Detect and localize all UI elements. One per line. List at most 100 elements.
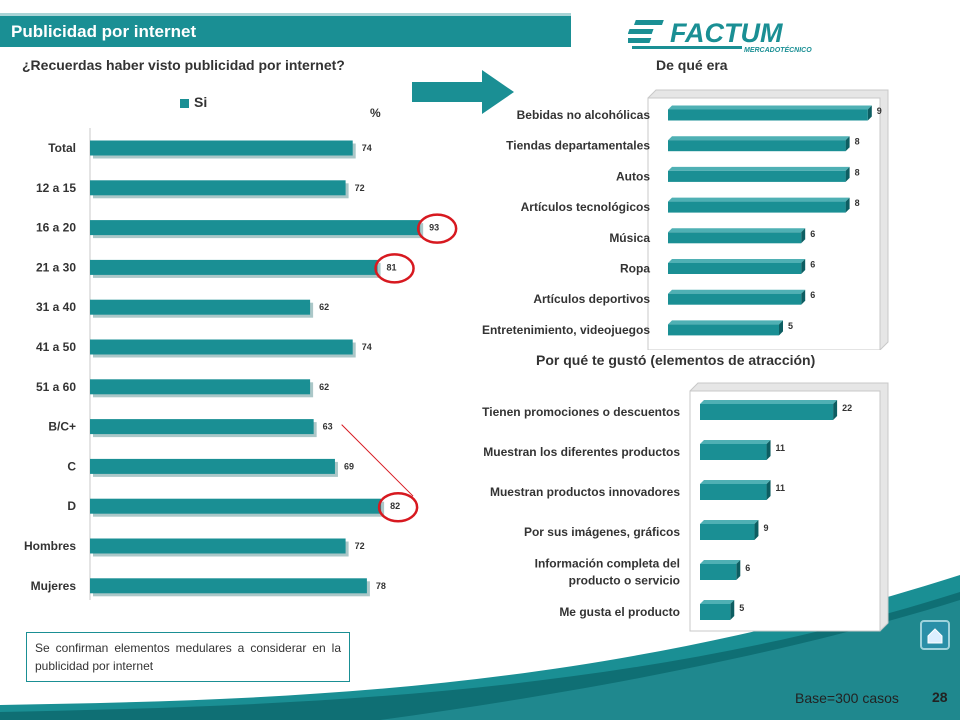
chart3-bar-top [700, 400, 838, 404]
chart3-category-label: producto o servicio [569, 574, 680, 588]
chart1-bar [90, 578, 367, 594]
highlight-circle [416, 213, 458, 244]
highlight-circle [374, 253, 415, 284]
chart2-category-label: Ropa [620, 262, 650, 276]
logo-text: FACTUM [670, 18, 783, 48]
chart2-bar [668, 232, 802, 244]
chart1-value-label: 62 [319, 382, 329, 392]
chart3-value-label: 11 [776, 483, 786, 493]
title-bar [0, 16, 571, 47]
chart1-value-label: 74 [362, 143, 372, 153]
chart3-bar-side [736, 560, 741, 580]
chart2-category-label: Artículos deportivos [533, 292, 650, 306]
chart2-question: De qué era [656, 57, 728, 73]
chart1-bar [90, 458, 335, 474]
chart1-bar [90, 140, 353, 156]
chart2-category-label: Artículos tecnológicos [521, 200, 651, 214]
chart1-category-label: C [67, 459, 76, 473]
chart3-category-label: Me gusta el producto [559, 605, 680, 619]
chart3-value-label: 6 [745, 563, 750, 573]
chart2-value-label: 8 [855, 137, 860, 147]
highlight-circle [377, 491, 419, 523]
chart2-value-label: 9 [877, 106, 882, 116]
chart3-bar-side [766, 440, 771, 460]
chart3-bar-side [754, 520, 759, 540]
chart1-category-label: 12 a 15 [36, 181, 76, 195]
chart2-bar [668, 140, 846, 152]
chart1-bar [90, 379, 311, 395]
home-icon [927, 628, 943, 644]
chart3-bar-side [833, 400, 838, 420]
chart3-bar-top [700, 520, 759, 524]
chart2-bar-side [801, 289, 806, 305]
home-button[interactable] [920, 620, 950, 650]
chart3-bar [700, 444, 767, 460]
chart1-category-label: 16 a 20 [36, 221, 76, 235]
chart1-category-label: 21 a 30 [36, 260, 76, 274]
chart1-unit: % [370, 106, 381, 120]
chart2-value-label: 6 [810, 260, 815, 270]
factum-logo: FACTUM MERCADOTÉCNICO [628, 18, 812, 54]
chart3-bar [700, 524, 755, 540]
chart2-bar [668, 201, 846, 213]
chart1-bar [90, 339, 353, 355]
chart1-value-label: 69 [344, 461, 354, 471]
chart3-bar [700, 484, 767, 500]
chart2-bar-top [668, 259, 806, 263]
chart2-bar-side [845, 136, 850, 152]
chart2-category-label: Autos [616, 169, 650, 183]
arrow-icon [412, 70, 514, 114]
chart3-value-label: 11 [776, 443, 786, 453]
chart2-bar-top [668, 289, 806, 294]
chart3-bar [700, 564, 737, 580]
chart1-value-label: 72 [355, 183, 365, 193]
chart3-bar-top [700, 600, 735, 604]
chart1-bar [90, 220, 421, 236]
chart2-category-label: Tiendas departamentales [506, 139, 650, 153]
chart2-bar-top [668, 228, 806, 233]
chart1-bar [90, 538, 346, 554]
page-number: 28 [932, 689, 948, 705]
chart2-value-label: 6 [810, 229, 815, 239]
connector-line [341, 424, 414, 497]
chart1-category-label: D [67, 499, 76, 513]
page-title: Publicidad por internet [11, 22, 197, 41]
chart1-value-label: 62 [319, 302, 329, 312]
chart2-bar-side [779, 320, 783, 336]
chart2-value-label: 8 [855, 167, 860, 177]
chart1-bar [90, 299, 311, 315]
chart1-bar [90, 180, 346, 196]
chart2-value-label: 8 [855, 198, 860, 208]
legend-label: Si [194, 94, 208, 110]
chart1-value-label: 72 [355, 541, 365, 551]
chart3-category-label: Muestran los diferentes productos [483, 445, 680, 459]
chart2-bar [668, 170, 846, 182]
chart2-category-label: Entretenimiento, videojuegos [482, 323, 650, 337]
chart1-value-label: 63 [323, 422, 333, 432]
chart1-category-label: 51 a 60 [36, 380, 76, 394]
chart2-bar-side [867, 105, 872, 121]
chart2-bar [668, 263, 802, 274]
chart2-category-label: Bebidas no alcohólicas [517, 108, 651, 122]
chart1-bar [90, 498, 382, 514]
chart2-bar-top [668, 105, 872, 110]
chart2-bar [668, 293, 802, 305]
chart2-bar-side [845, 197, 850, 213]
chart2-bar-top [668, 320, 783, 325]
chart2-bar-side [801, 259, 806, 274]
chart2-bar-side [801, 228, 806, 244]
chart3-bar-side [730, 600, 735, 620]
chart3-bar-top [700, 480, 771, 484]
chart3-question: Por qué te gustó (elementos de atracción… [536, 352, 816, 368]
chart1-value-label: 82 [390, 501, 400, 511]
chart2-bar [668, 109, 868, 121]
sample-base: Base=300 casos [795, 690, 899, 706]
chart1-bar [90, 419, 314, 435]
chart2-value-label: 5 [788, 321, 793, 331]
chart3-category-label: Tienen promociones o descuentos [482, 405, 680, 419]
chart-recall: Total 74 12 a 15 72 16 a 20 93 21 a 30 81 31 a 4… [24, 128, 458, 600]
chart2-bar-top [668, 136, 850, 141]
chart-category: Bebidas no alcohólicas 9 Tiendas departame… [482, 89, 889, 350]
chart3-value-label: 5 [739, 603, 744, 613]
